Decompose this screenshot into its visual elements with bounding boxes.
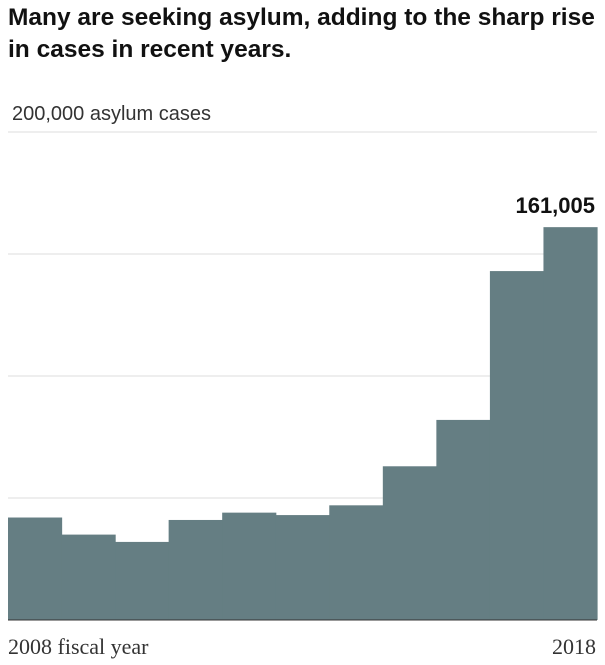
step-bar-2017 bbox=[489, 271, 545, 620]
x-axis-end-label: 2018 bbox=[552, 634, 596, 659]
step-bar-2010 bbox=[115, 541, 170, 620]
step-bar-2011 bbox=[168, 519, 223, 620]
step-bar-2013 bbox=[275, 515, 330, 620]
data-steps bbox=[8, 227, 598, 620]
step-bar-2018 bbox=[543, 227, 598, 620]
step-bar-2016 bbox=[436, 419, 491, 620]
step-bar-2009 bbox=[61, 534, 116, 620]
x-axis-start-label: 2008 fiscal year bbox=[8, 634, 149, 659]
step-bar-2014 bbox=[329, 505, 384, 620]
chart-title: Many are seeking asylum, adding to the s… bbox=[8, 4, 595, 63]
value-label-2018: 161,005 bbox=[515, 193, 595, 218]
step-bar-2015 bbox=[382, 466, 437, 620]
step-bar-2012 bbox=[222, 512, 277, 620]
data-labels: 161,005 bbox=[515, 193, 595, 218]
y-axis-label: 200,000 asylum cases bbox=[12, 103, 212, 125]
step-bar-2008 bbox=[8, 517, 63, 620]
